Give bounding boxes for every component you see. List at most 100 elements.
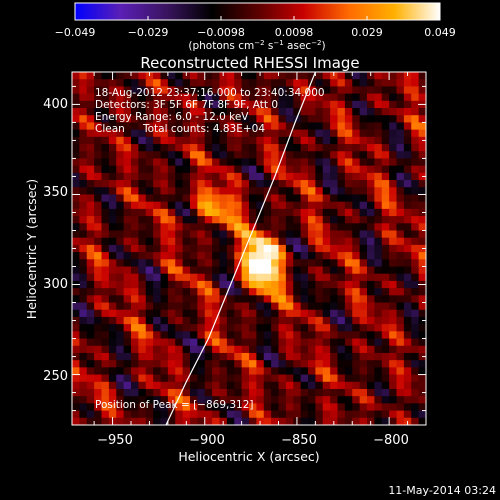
heatmap-cell [418, 295, 426, 304]
heatmap-cell [160, 79, 169, 87]
heatmap-cell [263, 367, 272, 376]
heatmap-cell [308, 216, 316, 224]
heatmap-cell [374, 331, 383, 340]
heatmap-cell [293, 410, 302, 419]
heatmap-cell [160, 309, 169, 318]
heatmap-cell [241, 331, 250, 340]
heatmap-cell [337, 223, 346, 232]
heatmap-cell [212, 136, 221, 145]
heatmap-cell [204, 223, 213, 232]
heatmap-cell [131, 194, 139, 203]
heatmap-cell [131, 144, 139, 152]
heatmap-cell [352, 295, 361, 304]
heatmap-cell [182, 136, 191, 145]
heatmap-cell [330, 316, 339, 325]
heatmap-cell [72, 345, 80, 354]
heatmap-cell [308, 403, 316, 412]
heatmap-cell [234, 93, 243, 102]
heatmap-cell [271, 381, 280, 390]
heatmap-cell [256, 403, 265, 412]
heatmap-cell [123, 388, 132, 397]
heatmap-cell [116, 396, 125, 404]
heatmap-cell [367, 374, 375, 383]
heatmap-cell [256, 345, 265, 354]
heatmap-cell [337, 410, 346, 419]
heatmap-cell [241, 324, 250, 332]
heatmap-cell [145, 158, 154, 167]
heatmap-cell [94, 100, 103, 109]
x-tick-labels: −950 −900 −850 −800 [97, 433, 409, 448]
heatmap-cell [197, 230, 206, 239]
heatmap-cell [108, 100, 117, 109]
heatmap-cell [182, 403, 191, 412]
heatmap-cell [241, 367, 250, 376]
heatmap-cell [123, 288, 132, 296]
heatmap-cell [344, 302, 353, 311]
heatmap-cell [256, 86, 265, 95]
heatmap-cell [94, 273, 103, 282]
heatmap-cell [153, 302, 162, 311]
heatmap-cell [94, 194, 103, 203]
heatmap-cell [234, 237, 243, 246]
heatmap-cell [219, 367, 228, 376]
heatmap-cell [315, 158, 324, 167]
heatmap-cell [160, 324, 169, 332]
heatmap-cell [285, 237, 294, 246]
heatmap-cell [241, 352, 250, 361]
axis-ticks [72, 72, 427, 425]
heatmap-cell [108, 403, 117, 412]
heatmap-cell [145, 295, 154, 304]
heatmap-cell [352, 79, 361, 87]
heatmap-cell [278, 223, 287, 232]
heatmap-cell [396, 288, 405, 296]
heatmap-cell [249, 129, 257, 138]
heatmap-cell [352, 316, 361, 325]
heatmap-cell [381, 316, 390, 325]
heatmap-cell [389, 122, 398, 131]
heatmap-cell [138, 129, 147, 138]
heatmap-cell [108, 302, 117, 311]
heatmap-cell [322, 151, 331, 160]
heatmap-cell [337, 201, 346, 210]
heatmap-cell [396, 172, 405, 181]
heatmap-cell [182, 216, 191, 224]
heatmap-cell [86, 388, 95, 397]
heatmap-cell [116, 288, 125, 296]
heatmap-cell [72, 381, 80, 390]
heatmap-cell [263, 410, 272, 419]
heatmap-cell [381, 374, 390, 383]
heatmap-cell [418, 259, 426, 268]
heatmap-cell [381, 266, 390, 275]
heatmap-cell [234, 324, 243, 332]
heatmap-cell [138, 360, 147, 368]
heatmap-cell [403, 208, 412, 217]
heatmap-cell [131, 266, 139, 275]
heatmap-cell [278, 367, 287, 376]
heatmap-cell [278, 165, 287, 174]
heatmap-cell [241, 237, 250, 246]
heatmap-cell [322, 345, 331, 354]
heatmap-cell [204, 72, 213, 80]
heatmap-cell [285, 403, 294, 412]
heatmap-cell [94, 93, 103, 102]
heatmap-cell [86, 273, 95, 282]
heatmap-cell [278, 410, 287, 419]
heatmap-cell [344, 122, 353, 131]
heatmap-cell [337, 115, 346, 124]
heatmap-cell [367, 324, 375, 332]
heatmap-cell [322, 223, 331, 232]
heatmap-cell [79, 295, 88, 304]
heatmap-cell [94, 72, 103, 80]
colorbar: −0.049 −0.029 −0.0098 0.0098 0.029 0.049… [55, 2, 456, 52]
heatmap-cell [308, 345, 316, 354]
heatmap-cell [94, 280, 103, 289]
heatmap-cell [249, 79, 257, 87]
heatmap-cell [293, 93, 302, 102]
heatmap-cell [389, 288, 398, 296]
heatmap-cell [219, 288, 228, 296]
heatmap-cell [108, 165, 117, 174]
heatmap-cell [116, 388, 125, 397]
heatmap-cell [197, 115, 206, 124]
heatmap-cell [79, 79, 88, 87]
heatmap-cell [359, 86, 368, 95]
